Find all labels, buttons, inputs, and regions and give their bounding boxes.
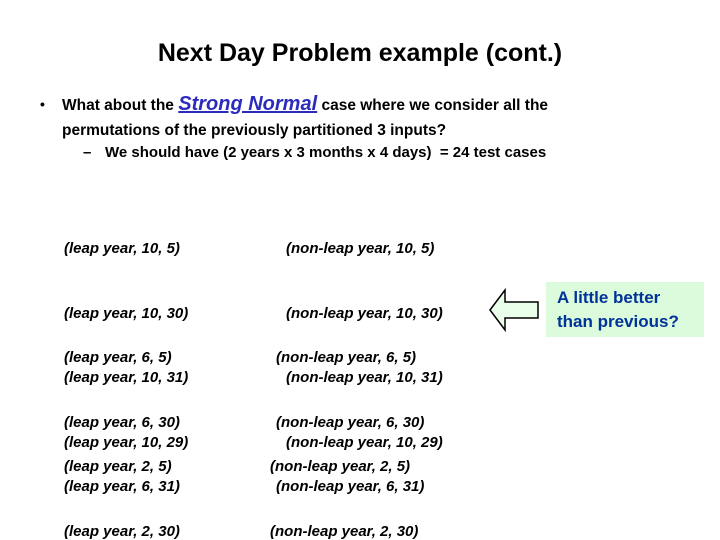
sub-bullet: – We should have (2 years x 3 months x 4 … xyxy=(83,144,546,161)
test-cases-leap-group-1: (leap year, 10, 5) (leap year, 10, 30) (… xyxy=(64,195,188,496)
test-case-line: (non-leap year, 2, 5) xyxy=(270,458,411,475)
callout-line-1: A little better xyxy=(557,288,661,307)
sub-bullet-text: We should have (2 years x 3 months x 4 d… xyxy=(105,144,547,161)
test-case-line: (non-leap year, 10, 30) xyxy=(286,304,443,322)
test-case-line: (leap year, 10, 30) xyxy=(64,304,189,322)
test-case-line: (leap year, 6, 5) xyxy=(64,349,172,366)
sub-bullet-dash-icon: – xyxy=(83,144,92,161)
test-case-line: (leap year, 10, 31) xyxy=(64,369,189,386)
test-case-line: (leap year, 2, 5) xyxy=(64,458,172,475)
bullet-icon: • xyxy=(40,96,45,112)
bullet-line1-suffix: case where we consider all the xyxy=(317,97,549,114)
test-case-line: (non-leap year, 10, 29) xyxy=(286,433,443,451)
test-case-line: (leap year, 10, 29) xyxy=(64,433,189,451)
strong-normal-highlight: Strong Normal xyxy=(178,93,318,115)
test-cases-nonleap-group-2: (non-leap year, 6, 5) (non-leap year, 6,… xyxy=(276,304,424,540)
test-case-line: (leap year, 2, 30) xyxy=(64,522,180,540)
test-case-line: (leap year, 6, 30) xyxy=(64,413,180,431)
left-block-arrow-icon xyxy=(488,287,540,333)
test-cases-nonleap-group-1: (non-leap year, 10, 5) (non-leap year, 1… xyxy=(286,195,443,496)
test-case-line: (non-leap year, 6, 5) xyxy=(276,349,417,366)
bullet-line-2: permutations of the previously partition… xyxy=(62,122,447,139)
test-case-line: (leap year, 6, 31) xyxy=(64,478,180,495)
test-case-line: (non-leap year, 10, 5) xyxy=(286,240,435,257)
test-cases-leap-group-3: (leap year, 2, 5) (leap year, 2, 30) (le… xyxy=(64,413,180,540)
test-case-line: (leap year, 10, 5) xyxy=(64,240,180,257)
test-case-line: (non-leap year, 2, 30) xyxy=(270,522,419,540)
test-cases-nonleap-group-3: (non-leap year, 2, 5) (non-leap year, 2,… xyxy=(270,413,418,540)
test-case-line: (non-leap year, 6, 30) xyxy=(276,413,425,431)
bullet-paragraph: What about the Strong Normal case where … xyxy=(62,92,702,143)
bullet-line1-prefix: What about the xyxy=(62,97,179,114)
callout-box: A little better than previous? xyxy=(546,282,704,337)
test-case-line: (non-leap year, 6, 31) xyxy=(276,478,425,495)
page-title: Next Day Problem example (cont.) xyxy=(157,39,563,67)
bullet-line-1: What about the Strong Normal case where … xyxy=(62,92,702,118)
test-case-line: (non-leap year, 10, 31) xyxy=(286,369,443,386)
callout-line-2: than previous? xyxy=(557,312,679,331)
test-cases-leap-group-2: (leap year, 6, 5) (leap year, 6, 30) (le… xyxy=(64,304,180,540)
